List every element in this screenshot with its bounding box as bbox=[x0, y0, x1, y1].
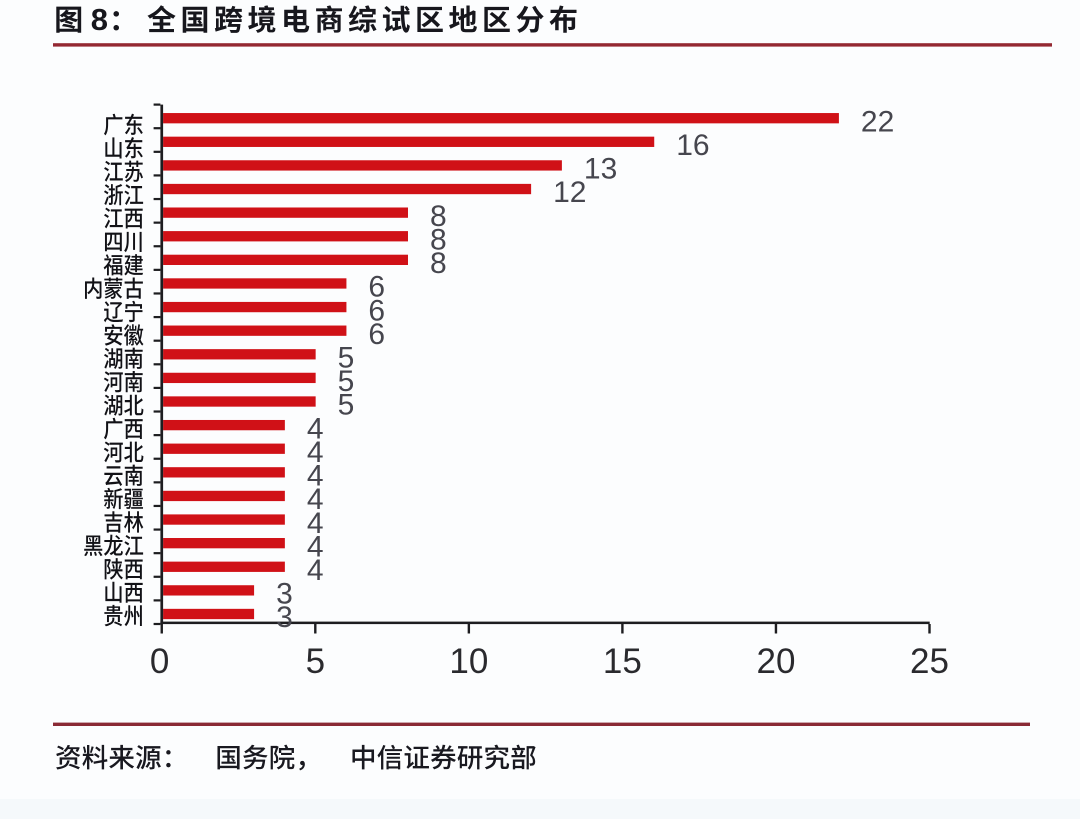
svg-text:6: 6 bbox=[368, 271, 385, 304]
svg-text:5: 5 bbox=[306, 642, 325, 681]
svg-text:4: 4 bbox=[307, 507, 324, 540]
svg-text:6: 6 bbox=[368, 318, 385, 351]
svg-text:4: 4 bbox=[307, 436, 324, 469]
svg-text:5: 5 bbox=[338, 365, 355, 398]
svg-text:20: 20 bbox=[757, 642, 796, 681]
svg-text:5: 5 bbox=[338, 389, 355, 422]
svg-text:16: 16 bbox=[676, 129, 709, 162]
svg-text:10: 10 bbox=[449, 642, 488, 681]
svg-text:4: 4 bbox=[307, 460, 324, 493]
svg-text:13: 13 bbox=[584, 153, 617, 186]
svg-text:12: 12 bbox=[553, 176, 586, 209]
svg-text:3: 3 bbox=[276, 578, 293, 611]
svg-text:4: 4 bbox=[307, 412, 324, 445]
svg-text:5: 5 bbox=[338, 342, 355, 375]
svg-text:8: 8 bbox=[430, 200, 447, 233]
svg-text:3: 3 bbox=[276, 601, 293, 634]
svg-text:4: 4 bbox=[307, 530, 324, 563]
svg-text:22: 22 bbox=[861, 105, 894, 138]
svg-text:4: 4 bbox=[307, 483, 324, 516]
svg-text:8: 8 bbox=[91, 2, 108, 37]
svg-text:0: 0 bbox=[150, 642, 169, 681]
svg-text:8: 8 bbox=[430, 247, 447, 280]
svg-text:25: 25 bbox=[910, 642, 949, 681]
svg-text:8: 8 bbox=[430, 223, 447, 256]
svg-text:6: 6 bbox=[368, 294, 385, 327]
svg-text:4: 4 bbox=[307, 554, 324, 587]
svg-text:15: 15 bbox=[603, 642, 642, 681]
